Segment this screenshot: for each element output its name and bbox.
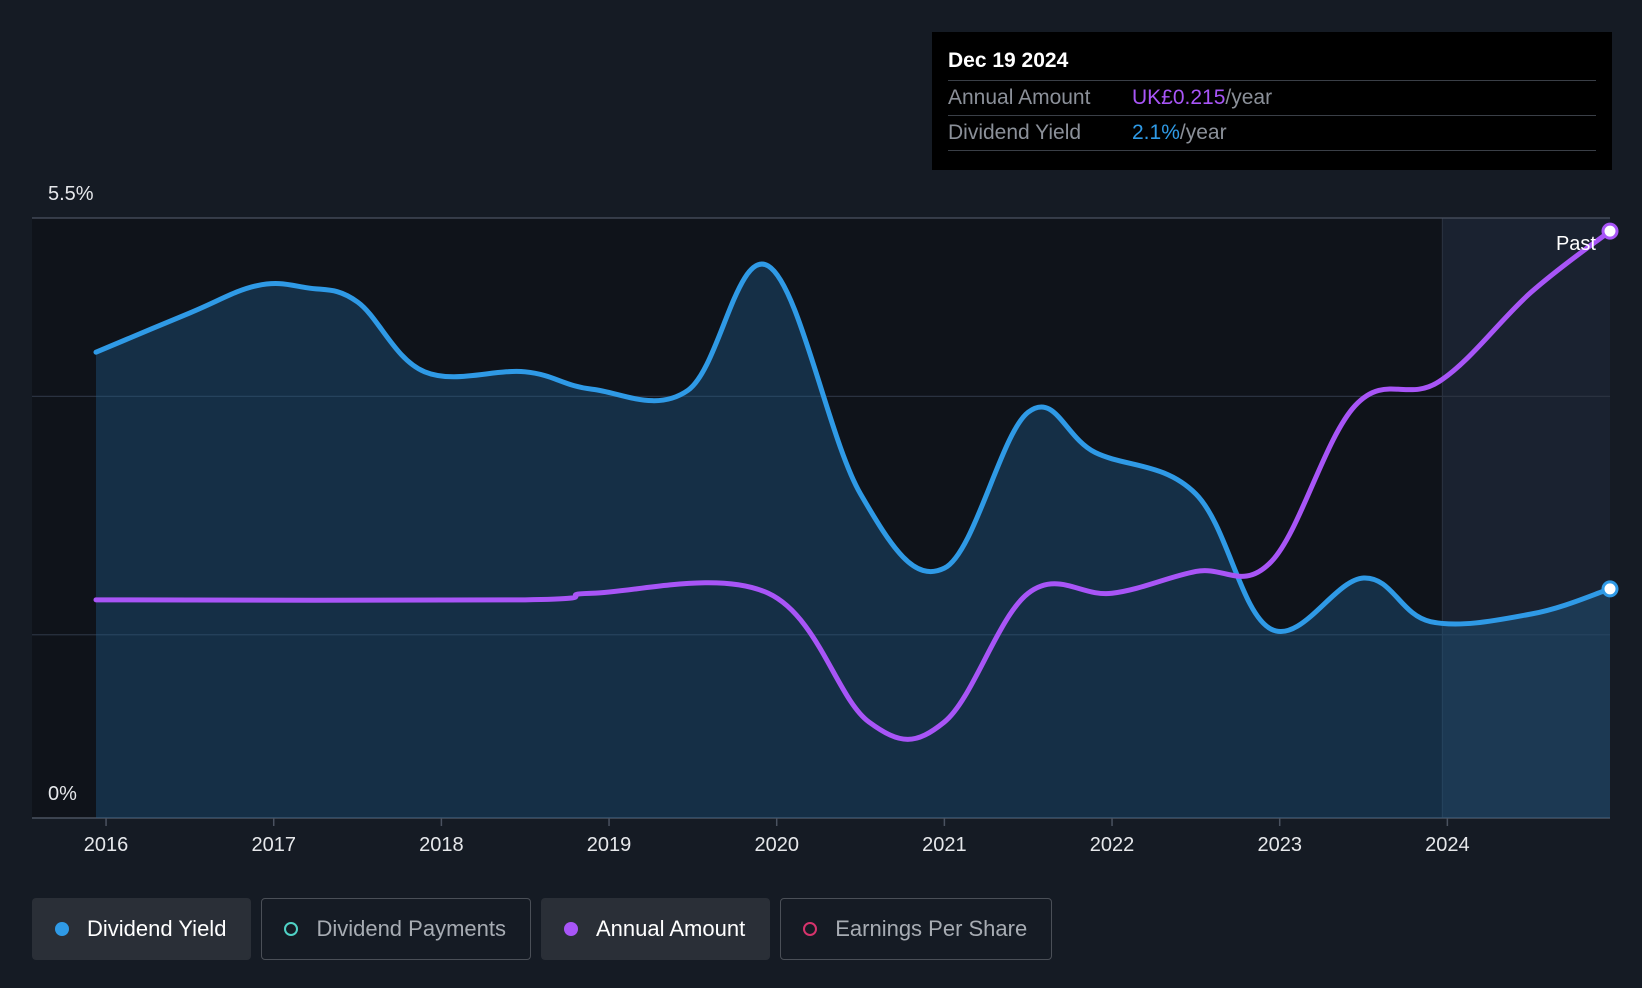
dividend-yield-area [96,264,1610,818]
legend-dividend-payments-label: Dividend Payments [316,916,506,941]
legend-dividend-payments-dot-icon [284,922,299,936]
tooltip-dividend-yield-unit: /year [1179,121,1227,144]
past-label: Past [1556,233,1596,255]
tooltip-date: Dec 19 2024 [948,49,1069,72]
tooltip-dividend-yield-value: 2.1% [1132,121,1180,144]
x-tick-label: 2022 [1090,834,1135,856]
legend-dividend-yield-dot-icon [55,922,69,936]
dividend-yield-end-marker [1601,580,1619,598]
x-tick-label: 2024 [1425,834,1470,856]
x-tick-label: 2016 [84,834,129,856]
tooltip-annual-amount-label: Annual Amount [948,86,1091,109]
plot-background [32,218,1610,818]
legend-earnings-per-share[interactable]: Earnings Per Share [780,898,1053,960]
tooltip-annual-amount-unit: /year [1225,86,1273,109]
legend-annual-amount[interactable]: Annual Amount [540,898,771,960]
legend-earnings-per-share-label: Earnings Per Share [835,916,1028,941]
tooltip-row-dividend-yield: Dividend Yield 2.1% /year [948,115,1596,151]
legend-annual-amount-label: Annual Amount [595,916,746,941]
x-tick-label: 2021 [922,834,967,856]
x-tick-label: 2023 [1257,834,1302,856]
legend-annual-amount-dot-icon [563,922,578,936]
chart-tooltip: Dec 19 2024 Annual Amount UK£0.215 /year… [932,32,1612,170]
legend-dividend-yield-label: Dividend Yield [87,916,227,941]
legend-dividend-yield[interactable]: Dividend Yield [32,898,252,960]
tooltip-annual-amount-value: UK£0.215 [1132,86,1226,109]
x-tick-label: 2019 [587,834,632,856]
y-axis-label-bottom: 0% [48,783,77,805]
x-tick-label: 2018 [419,834,464,856]
dividend-yield-line [93,261,1613,634]
annual-amount-end-marker [1601,222,1619,240]
past-region [1442,218,1610,818]
tooltip-row-annual-amount: Annual Amount UK£0.215 /year [948,80,1596,115]
legend-dividend-payments[interactable]: Dividend Payments [261,898,531,960]
legend-earnings-per-share-dot-icon [803,922,818,936]
x-tick-label: 2017 [251,834,296,856]
annual-amount-line [93,228,1613,742]
x-tick-label: 2020 [754,834,799,856]
y-axis-label-top: 5.5% [48,183,94,205]
tooltip-dividend-yield-label: Dividend Yield [948,121,1082,144]
chart-legend: Dividend Yield Dividend Payments Annual … [32,898,1053,960]
